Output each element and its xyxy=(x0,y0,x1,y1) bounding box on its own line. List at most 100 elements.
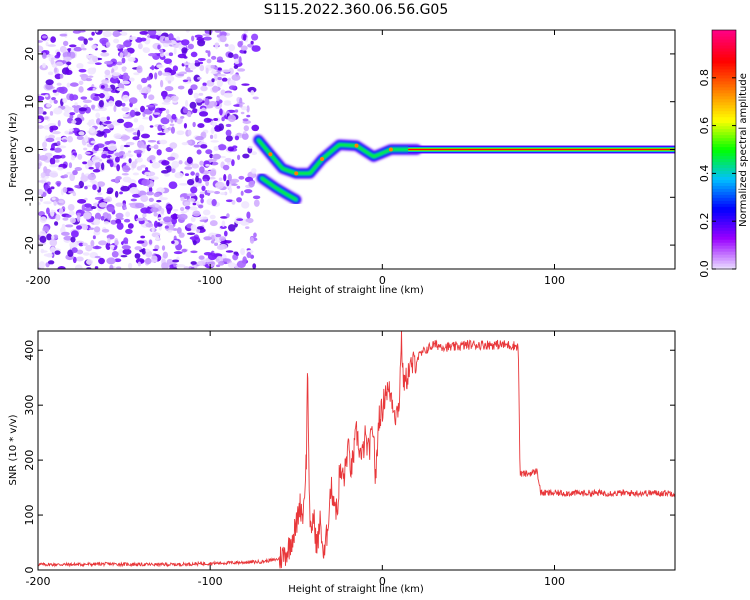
noise-blob xyxy=(178,160,183,165)
noise-blob xyxy=(50,58,55,65)
noise-blob xyxy=(136,157,143,163)
noise-blob xyxy=(181,248,188,253)
noise-blob xyxy=(238,175,245,180)
noise-blob xyxy=(161,101,171,105)
noise-blob xyxy=(76,62,84,69)
noise-blob xyxy=(68,44,77,48)
noise-blob xyxy=(141,77,148,84)
noise-blob xyxy=(218,260,225,266)
noise-blob xyxy=(233,65,239,70)
noise-blob xyxy=(227,146,234,152)
noise-blob xyxy=(123,206,127,210)
noise-blob xyxy=(244,189,253,194)
noise-blob xyxy=(39,235,47,244)
noise-blob xyxy=(39,216,47,223)
noise-blob xyxy=(148,204,156,208)
noise-blob xyxy=(222,240,232,244)
noise-blob xyxy=(66,82,71,88)
noise-blob xyxy=(187,113,192,118)
noise-blob xyxy=(61,139,68,143)
noise-blob xyxy=(147,139,157,143)
noise-blob xyxy=(51,96,56,101)
noise-blob xyxy=(38,261,45,269)
noise-blob xyxy=(38,189,44,196)
colorbar-segment xyxy=(712,209,736,213)
noise-blob xyxy=(106,257,116,265)
noise-blob xyxy=(188,198,196,202)
noise-blob xyxy=(76,249,84,255)
noise-blob xyxy=(47,187,52,195)
noise-blob xyxy=(43,201,52,205)
noise-blob xyxy=(70,48,75,53)
colorbar-segment xyxy=(712,188,736,192)
noise-blob xyxy=(148,186,153,193)
noise-blob xyxy=(68,128,74,132)
noise-blob xyxy=(229,187,233,194)
noise-blob xyxy=(79,73,88,78)
noise-blob xyxy=(186,232,196,235)
noise-blob xyxy=(109,159,114,168)
noise-blob xyxy=(69,82,79,87)
noise-blob xyxy=(55,61,64,67)
noise-blob xyxy=(45,79,54,86)
noise-blob xyxy=(145,248,150,253)
noise-blob xyxy=(87,159,93,166)
noise-blob xyxy=(186,193,196,197)
colorbar-segment xyxy=(712,221,736,225)
noise-blob xyxy=(168,52,174,57)
noise-blob xyxy=(49,246,56,254)
noise-blob xyxy=(199,191,205,195)
noise-blob xyxy=(119,191,123,195)
snr-panel: -200 -100 0 100 0 100 200 300 400 Height of stra… xyxy=(8,330,676,595)
noise-blob xyxy=(246,105,250,113)
noise-blob xyxy=(250,90,255,96)
noise-blob xyxy=(243,30,249,34)
colorbar-gradient xyxy=(712,30,736,270)
noise-blob xyxy=(160,117,170,125)
noise-blob xyxy=(109,264,114,269)
noise-blob xyxy=(78,80,84,86)
noise-blob xyxy=(149,145,155,149)
noise-blob xyxy=(38,119,42,123)
noise-blob xyxy=(225,129,232,137)
noise-blob xyxy=(81,204,85,212)
noise-blob xyxy=(193,74,201,82)
noise-blob xyxy=(189,206,198,211)
noise-blob xyxy=(74,167,83,172)
noise-blob xyxy=(158,197,168,201)
noise-blob xyxy=(190,224,197,232)
noise-blob xyxy=(133,149,143,154)
noise-blob xyxy=(162,92,166,100)
noise-blob xyxy=(214,242,219,246)
noise-blob xyxy=(57,266,66,269)
noise-blob xyxy=(46,103,52,108)
noise-blob xyxy=(114,190,119,198)
noise-blob xyxy=(195,98,203,103)
noise-blob xyxy=(165,75,175,83)
noise-blob xyxy=(156,30,162,36)
noise-blob xyxy=(140,207,150,214)
noise-blob xyxy=(156,199,162,203)
noise-blob xyxy=(46,54,54,58)
noise-blob xyxy=(148,53,157,57)
noise-blob xyxy=(78,68,87,73)
noise-blob xyxy=(54,147,62,153)
noise-blob xyxy=(46,252,53,258)
noise-blob xyxy=(211,78,215,83)
noise-blob xyxy=(45,137,55,143)
noise-blob xyxy=(184,173,190,177)
noise-blob xyxy=(142,116,151,120)
noise-blob xyxy=(103,133,107,138)
noise-blob xyxy=(240,190,244,196)
x-tick-label: 100 xyxy=(544,274,565,287)
noise-blob xyxy=(211,199,217,207)
noise-blob xyxy=(100,52,110,57)
noise-blob xyxy=(209,220,218,227)
noise-blob xyxy=(187,129,192,136)
noise-blob xyxy=(213,145,219,151)
noise-blob xyxy=(64,130,70,135)
heatmap-y-axis-label: Frequency (Hz) xyxy=(8,112,19,188)
colorbar-segment xyxy=(712,59,736,64)
noise-blob xyxy=(74,184,81,189)
